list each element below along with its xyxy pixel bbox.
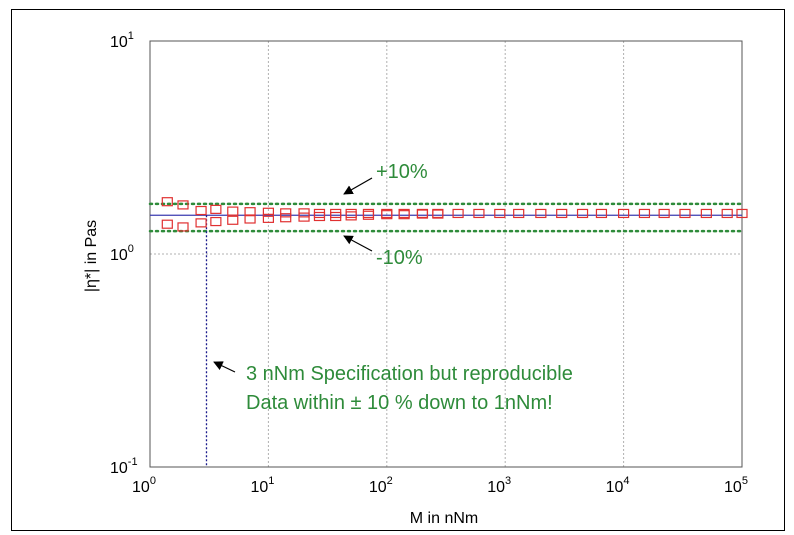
data-point (195, 205, 207, 216)
data-point (638, 208, 651, 219)
data-point (345, 211, 357, 221)
data-point (244, 214, 256, 224)
x-axis-label: M in nNm (410, 510, 478, 527)
data-point (513, 208, 525, 219)
tolerance-lines (148, 202, 744, 233)
upper-annotation-arrow (343, 177, 373, 195)
data-point (494, 208, 506, 219)
data-point (473, 208, 485, 219)
data-point (227, 206, 239, 216)
x-tick-label: 103 (487, 475, 511, 496)
data-point (262, 213, 274, 223)
data-point (244, 207, 256, 217)
data-point (576, 208, 589, 219)
lower-annotation: -10% (376, 247, 423, 269)
data-point (161, 219, 173, 229)
data-point (595, 208, 608, 219)
data-point (177, 200, 189, 210)
data-point (381, 210, 393, 220)
data-point (161, 197, 173, 207)
x-tick-label: 101 (250, 475, 274, 496)
data-point (195, 218, 207, 228)
data-point (362, 208, 375, 219)
upper-annotation: +10% (376, 161, 428, 183)
note-line-1: 3 nNm Specification but reproducible (246, 363, 573, 385)
data-point (298, 212, 310, 222)
plot-area (149, 40, 743, 468)
data-point (416, 209, 429, 219)
data-point (313, 208, 326, 219)
data-point (658, 208, 670, 219)
data-point (452, 208, 464, 219)
y-tick-label: 10-1 (110, 456, 138, 477)
data-point (313, 211, 326, 222)
data-point (362, 210, 375, 220)
chart-frame (11, 9, 785, 531)
data-points (161, 197, 748, 232)
data-point (432, 209, 444, 219)
data-point (700, 208, 712, 219)
y-axis-label: |η*| in Pas (83, 220, 100, 292)
data-point (280, 213, 292, 223)
y-tick-label: 100 (110, 243, 134, 264)
data-point (535, 208, 547, 219)
data-point (617, 208, 630, 219)
y-tick-label: 101 (110, 30, 134, 51)
data-point (416, 208, 429, 219)
lower-annotation-arrow (343, 235, 373, 252)
data-point (330, 208, 342, 219)
data-point (736, 208, 748, 219)
y-tick-labels: 10-1 100 101 (110, 30, 138, 477)
note-line-2: Data within ± 10 % down to 1nNm! (246, 392, 553, 414)
data-point (210, 216, 222, 227)
data-point (398, 210, 410, 220)
note-arrow (213, 361, 236, 373)
data-point (330, 211, 342, 222)
data-point (556, 208, 568, 219)
data-point (345, 208, 357, 219)
data-point (280, 208, 292, 218)
data-point (227, 215, 239, 225)
data-point (262, 207, 274, 217)
data-point (177, 222, 189, 232)
x-tick-label: 105 (724, 475, 748, 496)
data-point (679, 208, 691, 219)
data-point (721, 208, 733, 219)
data-point (432, 208, 444, 219)
x-tick-label: 104 (606, 475, 630, 496)
data-point (210, 204, 222, 214)
x-tick-labels: 100 101 102 103 104 105 (132, 475, 748, 496)
x-tick-label: 102 (369, 475, 393, 496)
x-tick-label: 100 (132, 475, 156, 496)
